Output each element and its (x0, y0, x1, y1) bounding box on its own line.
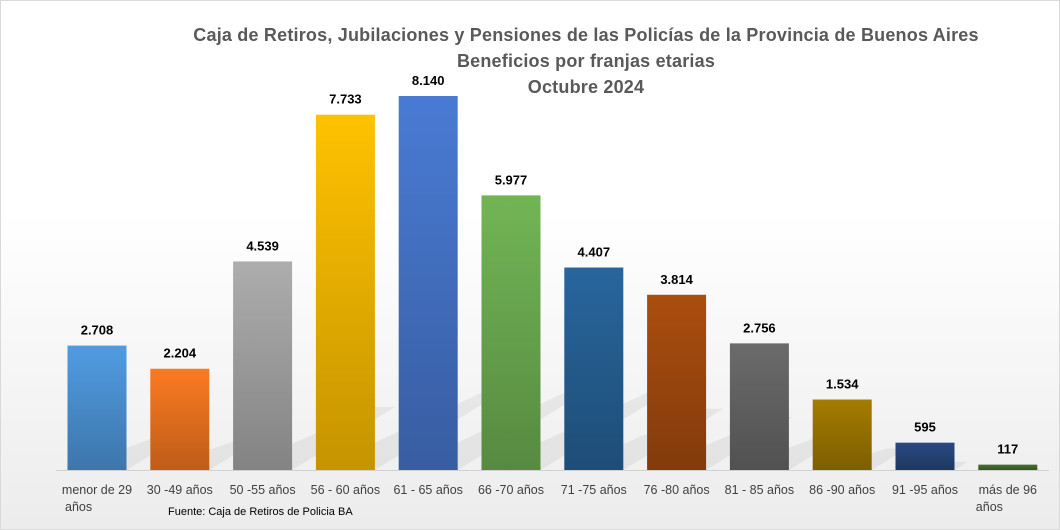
category-label: 50 -55 años (230, 483, 296, 497)
value-label: 595 (914, 420, 936, 435)
value-label: 7.733 (329, 92, 362, 107)
bar-8 (647, 294, 707, 470)
bar-9 (729, 343, 789, 470)
value-label: 117 (997, 442, 1018, 457)
bar-7 (564, 267, 624, 470)
value-label: 2.204 (164, 346, 197, 361)
chart-title-line-1: Caja de Retiros, Jubilaciones y Pensione… (193, 25, 979, 45)
category-label: 61 - 65 años (393, 483, 463, 497)
chart-title-line-2: Beneficios por franjas etarias (456, 51, 716, 71)
value-label: 3.814 (660, 272, 693, 287)
category-label: 56 - 60 años (311, 483, 381, 497)
bar-4 (315, 114, 375, 470)
value-label: 8.140 (412, 73, 445, 88)
category-label: 76 -80 años (644, 483, 710, 497)
category-label: 66 -70 años (478, 483, 544, 497)
value-label: 2.708 (81, 323, 114, 338)
category-label: 71 -75 años (561, 483, 627, 497)
category-label: menor de 29 años (62, 483, 132, 514)
category-label: 91 -95 años (892, 483, 958, 497)
category-label: más de 96 años (976, 483, 1037, 514)
bar-5 (398, 96, 458, 470)
bar-3 (233, 261, 293, 470)
value-label: 1.534 (826, 377, 859, 392)
bar-12 (978, 464, 1038, 470)
bar-2 (150, 368, 210, 470)
bar-10 (812, 399, 872, 470)
value-label: 4.407 (578, 245, 611, 260)
bar-11 (895, 442, 955, 470)
bar-6 (481, 195, 541, 470)
value-label: 5.977 (495, 172, 528, 187)
category-label: 30 -49 años (147, 483, 213, 497)
value-label: 2.756 (743, 320, 776, 335)
source-note: Fuente: Caja de Retiros de Policia BA (168, 506, 353, 518)
bar-1 (67, 345, 127, 470)
category-label: 81 - 85 años (725, 483, 795, 497)
value-label: 4.539 (246, 238, 279, 253)
chart-title-line-3: Octubre 2024 (527, 77, 645, 97)
category-label: 86 -90 años (809, 483, 875, 497)
